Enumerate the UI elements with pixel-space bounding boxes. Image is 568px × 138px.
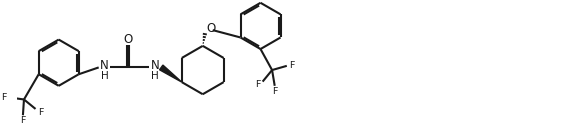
Text: H: H bbox=[151, 71, 159, 81]
Text: F: F bbox=[20, 116, 26, 125]
Text: O: O bbox=[206, 22, 215, 34]
Text: O: O bbox=[123, 33, 133, 46]
Text: H: H bbox=[101, 71, 108, 81]
Text: F: F bbox=[38, 108, 44, 117]
Text: F: F bbox=[254, 80, 260, 89]
Text: F: F bbox=[272, 87, 277, 96]
Text: F: F bbox=[289, 61, 295, 70]
Text: F: F bbox=[1, 93, 6, 102]
Text: N: N bbox=[151, 59, 159, 72]
Polygon shape bbox=[160, 65, 182, 82]
Text: N: N bbox=[100, 59, 109, 72]
